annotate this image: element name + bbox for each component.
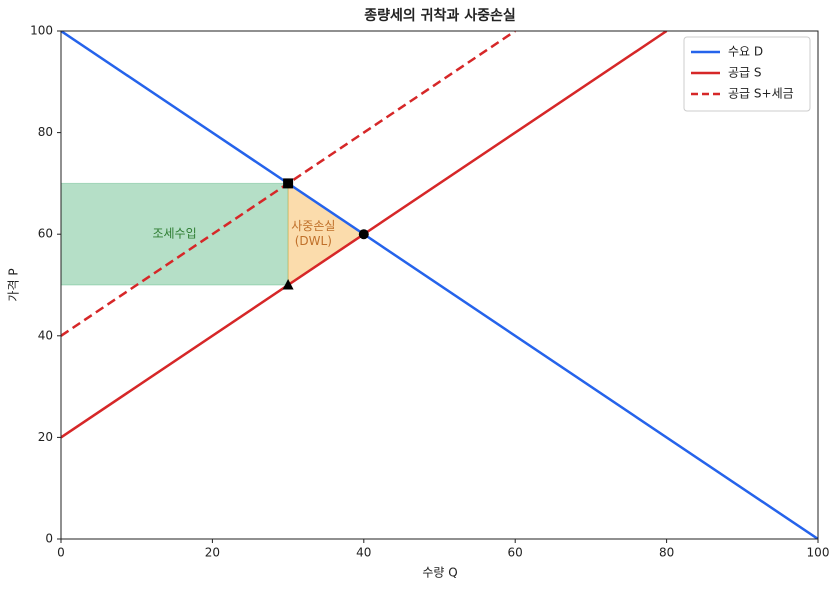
x-tick-label: 0	[57, 546, 65, 560]
legend-box	[683, 36, 811, 112]
x-tick-label: 20	[205, 546, 220, 560]
legend-label: 공급 S	[728, 66, 762, 80]
plot-frame	[60, 30, 819, 540]
area-label: (DWL)	[295, 234, 332, 248]
x-tick-label: 100	[807, 546, 830, 560]
y-tick-label: 40	[38, 328, 53, 342]
point-marker	[283, 178, 294, 189]
area-label: 조세수입	[152, 227, 196, 241]
point-marker	[282, 279, 294, 290]
x-tick-label: 40	[356, 546, 371, 560]
point-marker	[358, 229, 369, 240]
y-tick-label: 0	[45, 532, 53, 546]
legend-label: 공급 S+세금	[728, 87, 794, 101]
legend-label: 수요 D	[728, 45, 763, 59]
series-line	[61, 31, 818, 539]
area-label: 사중손실	[291, 219, 335, 233]
y-tick-label: 20	[38, 430, 53, 444]
chart-title: 종량세의 귀착과 사중손실	[364, 7, 515, 24]
y-tick-label: 60	[38, 227, 53, 241]
x-tick-label: 80	[659, 546, 674, 560]
y-tick-label: 80	[38, 125, 53, 139]
x-axis-label: 수량 Q	[422, 566, 457, 580]
y-tick-label: 100	[30, 24, 53, 38]
y-axis-label: 가격 P	[7, 268, 21, 301]
x-tick-label: 60	[508, 546, 523, 560]
